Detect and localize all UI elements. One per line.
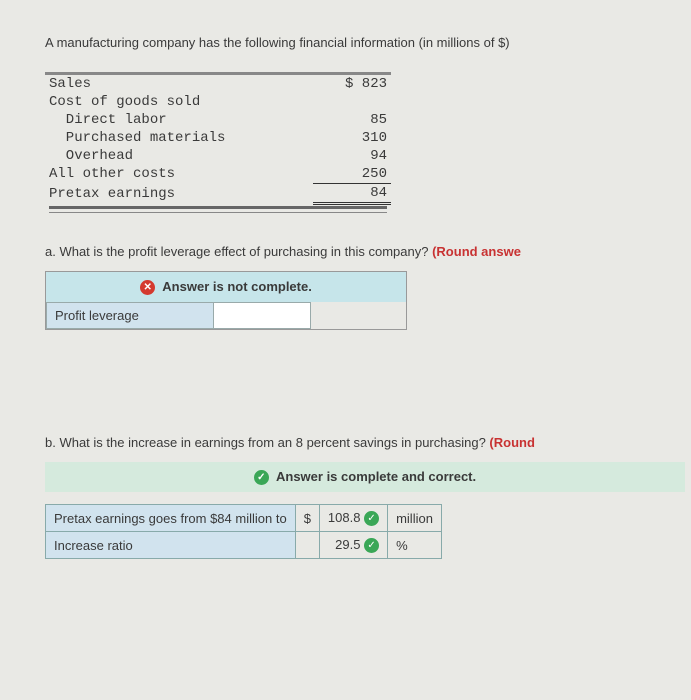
empty-cell [295,532,319,559]
pretax-value: 108.8 [328,510,361,525]
profit-leverage-input[interactable] [214,303,311,329]
table-row: Increase ratio 29.5 ✓ % [46,532,442,559]
question-a: a. What is the profit leverage effect of… [45,244,656,259]
table-row: Pretax earnings goes from $84 million to… [46,505,442,532]
round-hint: (Round answe [432,244,521,259]
profit-leverage-label: Profit leverage [47,303,214,329]
table-row [45,204,391,215]
fin-value [313,93,391,111]
increase-ratio-unit: % [388,532,442,559]
x-icon: ✕ [140,280,155,295]
check-icon: ✓ [254,470,269,485]
fin-label: Pretax earnings [45,184,313,204]
round-hint: (Round [489,435,534,450]
fin-value: $ 823 [313,74,391,94]
table-rule [49,206,387,213]
pretax-label: Pretax earnings goes from $84 million to [46,505,296,532]
fin-label: Purchased materials [45,129,313,147]
check-icon: ✓ [364,538,379,553]
table-row: Overhead 94 [45,147,391,165]
fin-label: Overhead [45,147,313,165]
table-row: Pretax earnings 84 [45,184,391,204]
fin-value: 310 [313,129,391,147]
question-a-text: a. What is the profit leverage effect of… [45,244,432,259]
table-row: Purchased materials 310 [45,129,391,147]
table-row: Cost of goods sold [45,93,391,111]
financial-table: Sales $ 823 Cost of goods sold Direct la… [45,72,391,214]
answer-a-banner: ✕ Answer is not complete. [46,272,406,302]
question-b: b. What is the increase in earnings from… [45,435,656,450]
fin-label: Sales [45,74,313,94]
fin-value: 250 [313,165,391,184]
fin-value: 94 [313,147,391,165]
pretax-unit: million [388,505,442,532]
question-b-text: b. What is the increase in earnings from… [45,435,489,450]
table-row: All other costs 250 [45,165,391,184]
answer-b-banner-text: Answer is complete and correct. [276,469,476,484]
increase-ratio-value: 29.5 [335,537,360,552]
intro-text: A manufacturing company has the followin… [45,35,656,50]
table-row: Sales $ 823 [45,74,391,94]
currency-sign: $ [295,505,319,532]
answer-a-grid: Profit leverage [46,302,311,329]
answer-a-banner-text: Answer is not complete. [162,279,312,294]
fin-label: Cost of goods sold [45,93,313,111]
fin-label: All other costs [45,165,313,184]
pretax-value-cell[interactable]: 108.8 ✓ [319,505,387,532]
fin-value: 85 [313,111,391,129]
answer-b-grid: Pretax earnings goes from $84 million to… [45,504,442,559]
fin-value: 84 [313,184,391,204]
answer-b-banner: ✓ Answer is complete and correct. [45,462,685,492]
increase-ratio-label: Increase ratio [46,532,296,559]
table-row: Direct labor 85 [45,111,391,129]
check-icon: ✓ [364,511,379,526]
fin-label: Direct labor [45,111,313,129]
increase-ratio-cell[interactable]: 29.5 ✓ [319,532,387,559]
table-row: Profit leverage [47,303,311,329]
answer-a-box: ✕ Answer is not complete. Profit leverag… [45,271,407,330]
